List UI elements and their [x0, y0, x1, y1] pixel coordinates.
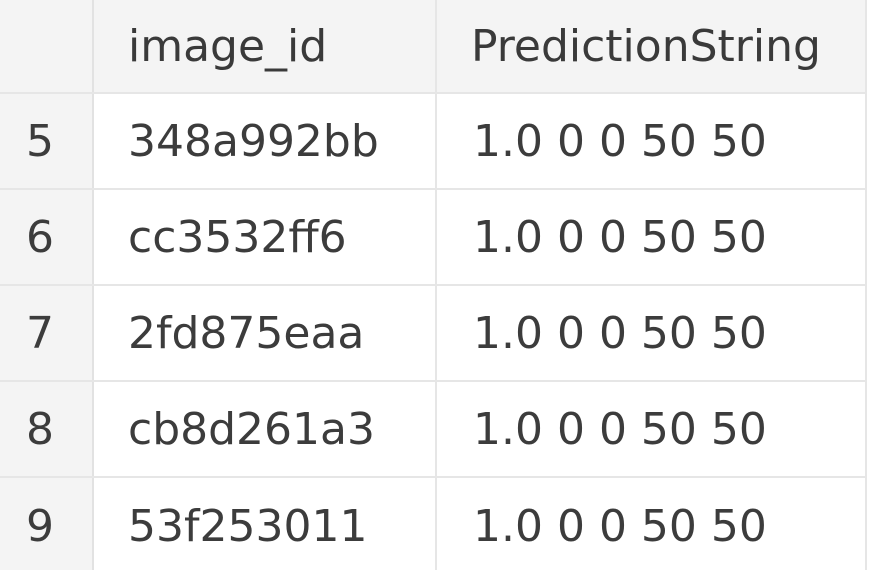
image-id-cell[interactable]: cc3532ff6	[94, 190, 437, 284]
column-header-label: image_id	[128, 20, 328, 72]
row-index-label: 8	[26, 403, 54, 455]
index-header-cell	[0, 0, 94, 92]
table-right-edge	[867, 0, 876, 570]
row-index-cell: 6	[0, 190, 94, 284]
prediction-string-cell[interactable]: 1.0 0 0 50 50	[437, 286, 867, 380]
image-id-value: 53f253011	[128, 500, 368, 552]
row-index-cell: 8	[0, 382, 94, 476]
row-index-cell: 7	[0, 286, 94, 380]
image-id-value: 2fd875eaa	[128, 307, 365, 359]
image-id-value: cb8d261a3	[128, 403, 375, 455]
row-index-label: 7	[26, 307, 54, 359]
table-row: 9 53f253011 1.0 0 0 50 50	[0, 478, 876, 570]
prediction-string-cell[interactable]: 1.0 0 0 50 50	[437, 382, 867, 476]
table-row: 5 348a992bb 1.0 0 0 50 50	[0, 94, 876, 190]
image-id-value: cc3532ff6	[128, 211, 347, 263]
prediction-string-cell[interactable]: 1.0 0 0 50 50	[437, 190, 867, 284]
row-index-label: 5	[26, 115, 54, 167]
table-row: 7 2fd875eaa 1.0 0 0 50 50	[0, 286, 876, 382]
prediction-string-value: 1.0 0 0 50 50	[473, 115, 767, 167]
image-id-cell[interactable]: 53f253011	[94, 478, 437, 570]
row-index-label: 9	[26, 500, 54, 552]
column-header-label: PredictionString	[471, 20, 821, 72]
row-index-cell: 5	[0, 94, 94, 188]
image-id-cell[interactable]: 348a992bb	[94, 94, 437, 188]
prediction-string-value: 1.0 0 0 50 50	[473, 307, 767, 359]
column-header-prediction-string[interactable]: PredictionString	[437, 0, 867, 92]
image-id-cell[interactable]: 2fd875eaa	[94, 286, 437, 380]
prediction-string-cell[interactable]: 1.0 0 0 50 50	[437, 478, 867, 570]
prediction-string-value: 1.0 0 0 50 50	[473, 211, 767, 263]
row-index-label: 6	[26, 211, 54, 263]
table-header-row: image_id PredictionString	[0, 0, 876, 94]
prediction-string-value: 1.0 0 0 50 50	[473, 403, 767, 455]
image-id-value: 348a992bb	[128, 115, 379, 167]
row-index-cell: 9	[0, 478, 94, 570]
prediction-string-cell[interactable]: 1.0 0 0 50 50	[437, 94, 867, 188]
image-id-cell[interactable]: cb8d261a3	[94, 382, 437, 476]
table-row: 6 cc3532ff6 1.0 0 0 50 50	[0, 190, 876, 286]
table-row: 8 cb8d261a3 1.0 0 0 50 50	[0, 382, 876, 478]
prediction-string-value: 1.0 0 0 50 50	[473, 500, 767, 552]
column-header-image-id[interactable]: image_id	[94, 0, 437, 92]
